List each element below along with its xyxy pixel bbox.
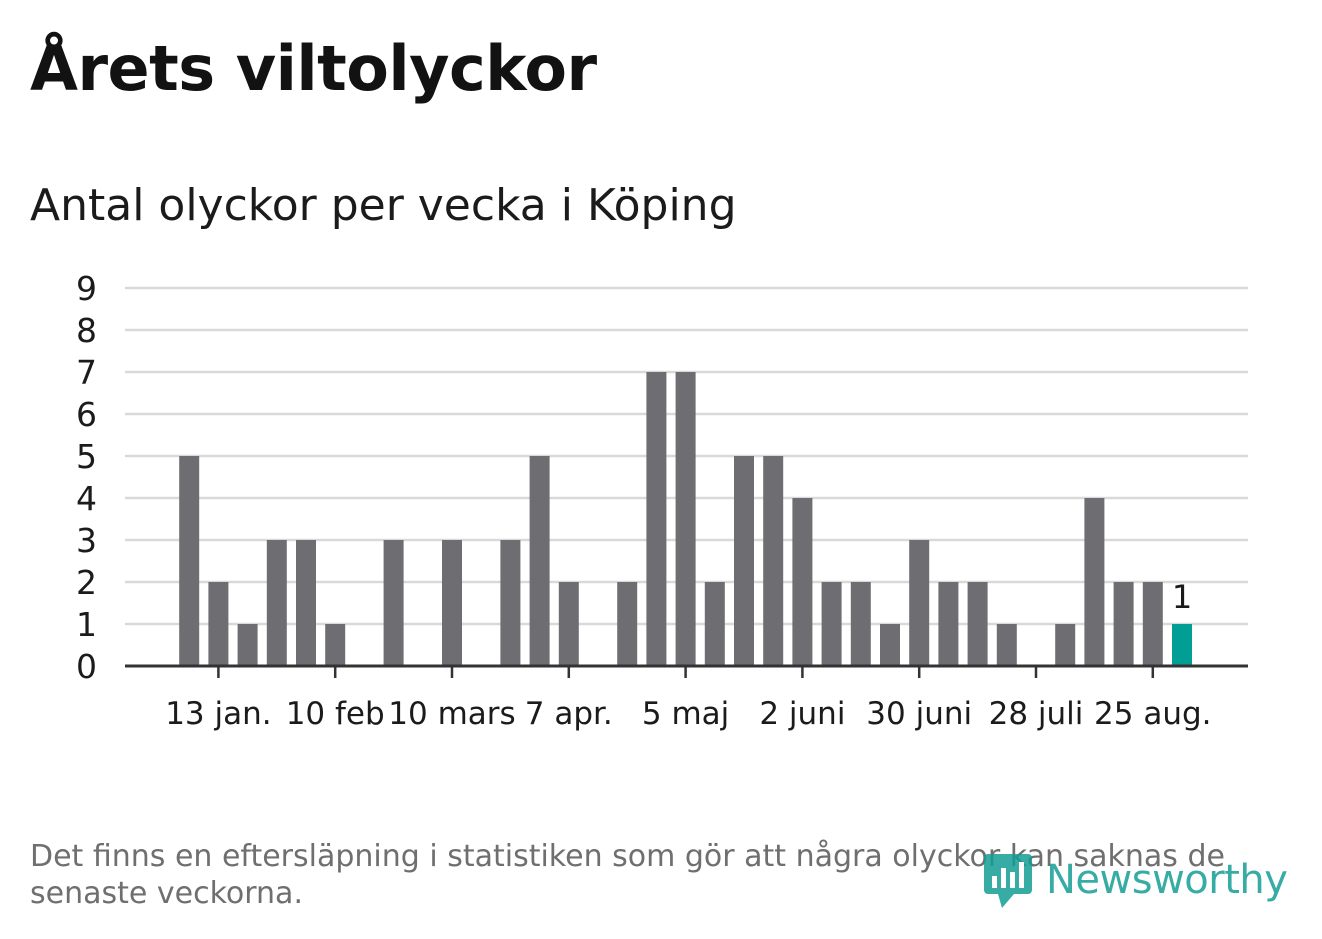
bar [996, 624, 1017, 666]
bar [938, 582, 959, 666]
bar [967, 582, 988, 666]
bar [1142, 582, 1163, 666]
bar [442, 540, 462, 666]
newsworthy-logo-icon [984, 854, 1032, 908]
bar [704, 582, 725, 666]
y-tick-label: 0 [76, 647, 97, 686]
x-tick-label: 2 juni [759, 696, 845, 732]
x-tick-label: 7 apr. [525, 696, 613, 732]
bar [909, 540, 930, 666]
chart-subtitle: Antal olyckor per vecka i Köping [30, 180, 737, 231]
bar [1084, 498, 1105, 666]
y-tick-label: 7 [76, 353, 97, 392]
x-axis: 13 jan. 10 feb 10 mars 7 apr. 5 maj 2 juni 30 … [125, 664, 1248, 732]
chart-title: Årets viltolyckor [30, 32, 597, 105]
x-tick-label: 28 juli [989, 696, 1084, 732]
bars [179, 372, 1192, 666]
bar-highlight [1172, 624, 1192, 666]
bar [792, 498, 813, 666]
y-tick-label: 6 [76, 395, 97, 434]
data-labels: 1 [1172, 578, 1192, 616]
bar [617, 582, 638, 666]
bar [179, 456, 200, 666]
logo-text: Newsworthy [1046, 857, 1288, 903]
bar [237, 624, 258, 666]
bar [675, 372, 696, 666]
bar [734, 456, 754, 666]
bar [266, 540, 287, 666]
bar [558, 582, 579, 666]
newsworthy-logo: Newsworthy [980, 850, 1288, 910]
x-tick-label: 13 jan. [165, 696, 271, 732]
bar [880, 624, 900, 666]
bar [208, 582, 229, 666]
bar [1055, 624, 1076, 666]
y-tick-label: 2 [76, 563, 97, 602]
bar [325, 624, 346, 666]
bar [821, 582, 842, 666]
x-tick-label: 30 juni [866, 696, 972, 732]
x-tick-label: 10 mars [388, 696, 515, 732]
x-tick-label: 10 feb [286, 696, 385, 732]
y-tick-label: 3 [76, 521, 97, 560]
bar [763, 456, 784, 666]
bar [850, 582, 871, 666]
x-tick-label: 25 aug. [1094, 696, 1211, 732]
bar [383, 540, 404, 666]
bar [529, 456, 550, 666]
bar [1113, 582, 1134, 666]
x-tick-label: 5 maj [642, 696, 729, 732]
y-tick-label: 9 [76, 269, 97, 308]
y-tick-label: 4 [76, 479, 97, 518]
y-tick-label: 8 [76, 311, 97, 350]
bar [500, 540, 521, 666]
y-tick-label: 1 [76, 605, 97, 644]
bar [646, 372, 667, 666]
bar [296, 540, 316, 666]
highlight-data-label: 1 [1172, 578, 1192, 616]
y-tick-label: 5 [76, 437, 97, 476]
